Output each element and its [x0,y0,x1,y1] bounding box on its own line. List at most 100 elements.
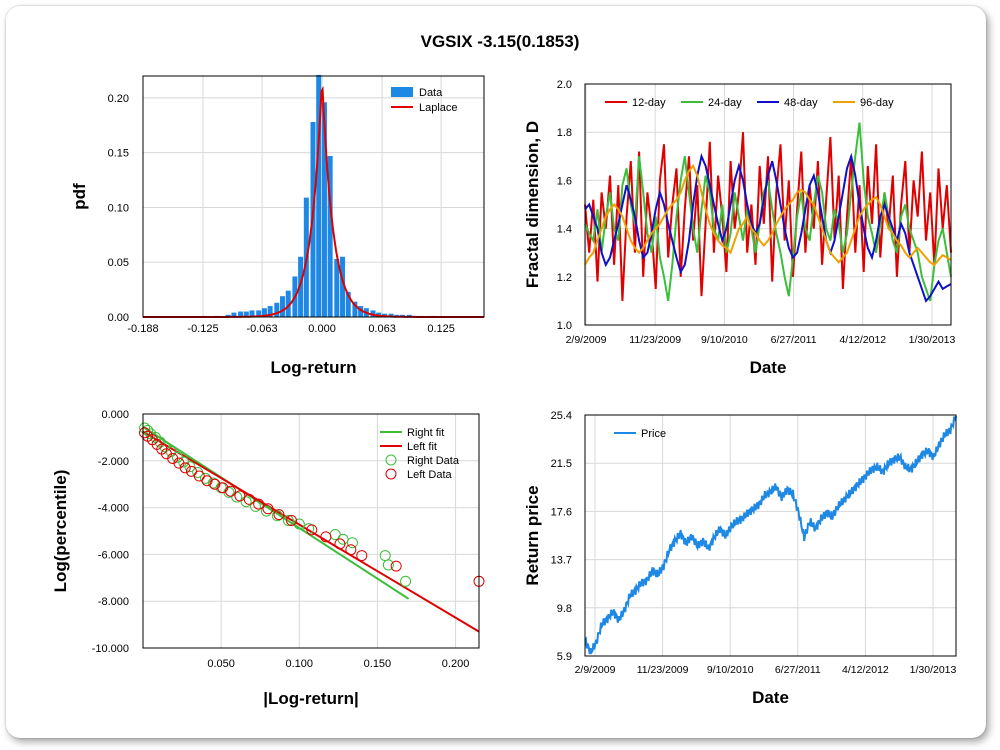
right-data-point [282,514,294,526]
price-x-tick-label: 6/27/2011 [775,664,821,676]
legend-swatch-right-data [385,454,397,466]
left-data-point [253,498,265,510]
left-data-point [193,470,205,482]
fractal-y-tick-label: 1.6 [557,175,572,187]
fractal-y-tick-label: 1.4 [557,224,572,236]
hist-bar [352,301,358,317]
fractal-y-tick-label: 1.2 [557,272,572,284]
hist-y-tick-label: 0.20 [108,93,129,105]
price-chart: 2/9/2009 11/23/2009 9/10/2010 6/27/2011 4/12… [523,410,957,707]
right-data-point [250,500,262,512]
tail-y-tick-label: -10.000 [92,643,129,655]
hist-y-axis-title: pdf [70,183,89,210]
legend-label-price: Price [641,428,666,440]
series-line-48-day [584,152,952,303]
legend-swatch-data [391,87,413,97]
price-x-tick-label: 2/9/2009 [575,664,616,676]
price-y-tick-label: 13.7 [551,555,572,567]
price-y-tick-label: 25.4 [551,410,572,422]
price-x-tick-label: 1/30/2013 [910,664,957,676]
legend-label-left-data: Left Data [407,469,453,481]
fractal-x-tick-label: 9/10/2010 [701,334,748,346]
hist-x-tick-label: 0.000 [308,323,336,335]
right-data-point [346,537,358,549]
chart-card [6,6,986,738]
price-x-tick-label: 11/23/2009 [637,664,689,676]
price-y-tick-label: 17.6 [551,506,572,518]
left-data-point [334,538,346,550]
left-data-point [345,544,357,556]
right-data-point [184,461,196,473]
tail-x-tick-label: 0.150 [364,658,392,670]
hist-bar [267,306,273,317]
right-data-point [240,496,252,508]
tail-plot-frame [142,413,480,649]
tail-y-tick-label: -2.000 [98,456,129,468]
left-data-point [209,478,221,490]
price-x-tick-label: 9/10/2010 [707,664,754,676]
hist-bar [274,302,280,317]
legend-swatch-left-data [385,468,397,480]
price-y-tick-label: 21.5 [551,458,572,470]
legend-label-48-day: 48-day [784,97,818,109]
hist-x-tick-label: -0.188 [127,323,158,335]
hist-x-tick-label: 0.063 [368,323,396,335]
price-x-axis-title: Date [752,688,789,707]
hist-bar [334,258,340,317]
fractal-x-tick-label: 2/9/2009 [566,334,607,346]
hist-bar [249,310,255,317]
hist-plot-frame [142,75,485,318]
price-y-axis-title: Return price [523,485,542,585]
hist-x-tick-label: -0.125 [187,323,218,335]
hist-bar [327,155,333,317]
right-data-point [379,550,391,562]
price-series-line [584,416,957,655]
hist-x-axis-title: Log-return [271,358,357,377]
hist-bar [358,306,364,317]
left-data-point [306,524,318,536]
fractal-y-tick-label: 1.0 [557,320,572,332]
legend-label-data: Data [419,87,443,99]
series-line-96-day [584,164,952,267]
hist-y-tick-label: 0.05 [108,257,129,269]
hist-bar [261,308,267,317]
fractal-y-axis-title: Fractal dimension, D [523,121,542,288]
left-data-point [390,560,402,572]
hist-bar [231,312,237,317]
legend-label-96-day: 96-day [860,97,894,109]
left-data-point [273,509,285,521]
page-title: VGSIX -3.15(0.1853) [420,32,580,51]
hist-bar [285,290,291,317]
hist-x-tick-label: -0.063 [246,323,277,335]
left-data-point [201,475,213,487]
right-data-point [329,529,341,541]
legend-label-right-fit: Right fit [407,427,444,439]
left-data-point [217,482,229,494]
left-data-point [139,427,151,439]
price-plot-frame [584,414,957,657]
legend-label-12-day: 12-day [632,97,666,109]
hist-bar [225,314,231,317]
hist-bar [298,256,304,317]
left-data-point [285,514,297,526]
fractal-x-tick-label: 11/23/2009 [629,334,681,346]
hist-bar [243,311,249,317]
hist-y-tick-label: 0.10 [108,202,129,214]
price-y-tick-label: 9.8 [557,603,572,615]
legend-label-24-day: 24-day [708,97,742,109]
left-fit-line [142,430,480,633]
tail-x-tick-label: 0.050 [207,658,235,670]
hist-bar [316,74,322,318]
left-data-point [179,462,191,474]
fractal-x-tick-label: 6/27/2011 [771,334,817,346]
right-data-point [293,518,305,530]
fractal-x-tick-label: 1/30/2013 [909,334,956,346]
tail-x-axis-title: |Log-return| [263,689,358,708]
tail-x-tick-label: 0.200 [442,658,470,670]
tail-y-tick-label: -8.000 [98,596,129,608]
tail-x-tick-label: 0.100 [286,658,314,670]
left-data-point [243,493,255,505]
left-data-point [262,503,274,515]
fractal-y-tick-label: 2.0 [557,79,572,91]
legend-label-right-data: Right Data [407,455,460,467]
